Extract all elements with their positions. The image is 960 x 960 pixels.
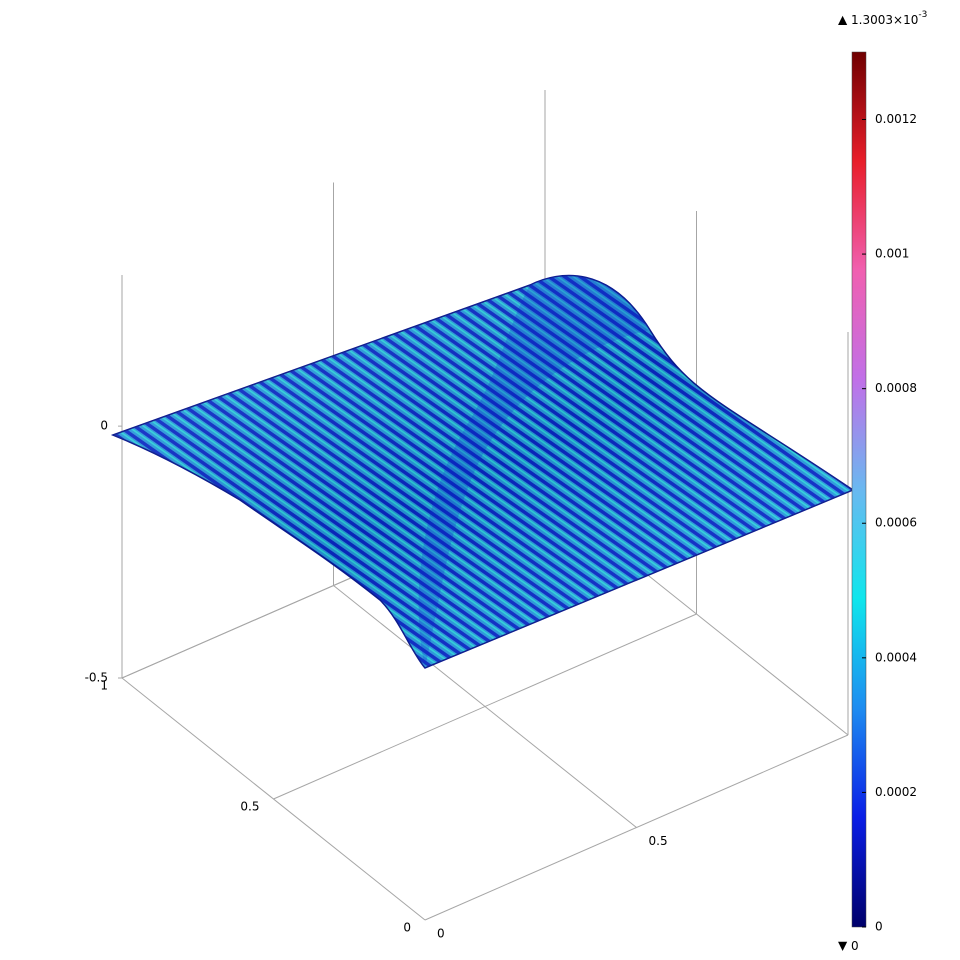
- colorbar-tick-label: 0.0004: [875, 650, 917, 664]
- colorbar-tick-label: 0.001: [875, 247, 909, 261]
- surface-shading: [113, 275, 853, 668]
- axis-labels: -0.5 0 0 0.5 0 0.5 1: [85, 419, 668, 941]
- y-tick-label: 0: [403, 921, 411, 935]
- colorbar-max-exponent: -3: [918, 10, 927, 20]
- y-tick-label: 0.5: [240, 800, 259, 814]
- colorbar-ramp: [851, 51, 867, 928]
- colorbar-min-value: 0: [851, 939, 859, 953]
- floor-grid-line: [424, 734, 849, 921]
- colorbar-tick-label: 0.0006: [875, 516, 917, 530]
- colorbar-min-label: ▼ 0: [838, 939, 859, 953]
- x-tick-label: 0.5: [649, 834, 668, 848]
- colorbar-max-label: ▲ 1.3003×10-3: [838, 10, 927, 27]
- z-tick-label: 0: [100, 419, 108, 433]
- colorbar-tick-label: 0: [875, 920, 883, 934]
- colorbar: ▲ 1.3003×10-3 ▼ 0 0 0.0002 0.0004 0.0006 0.0…: [838, 10, 927, 953]
- colorbar-tick-label: 0.0012: [875, 112, 917, 126]
- x-tick-label: 0: [437, 927, 445, 941]
- ridge-shadow: [418, 275, 650, 668]
- y-tick-label: 1: [100, 679, 108, 693]
- surface: [110, 274, 855, 669]
- floor-grid-line: [273, 613, 697, 800]
- colorbar-tick-label: 0.0002: [875, 785, 917, 799]
- colorbar-max-mantissa: 1.3003×10: [851, 13, 918, 27]
- z-tick-label: -0.5: [85, 671, 108, 685]
- colorbar-tick-label: 0.0008: [875, 381, 917, 395]
